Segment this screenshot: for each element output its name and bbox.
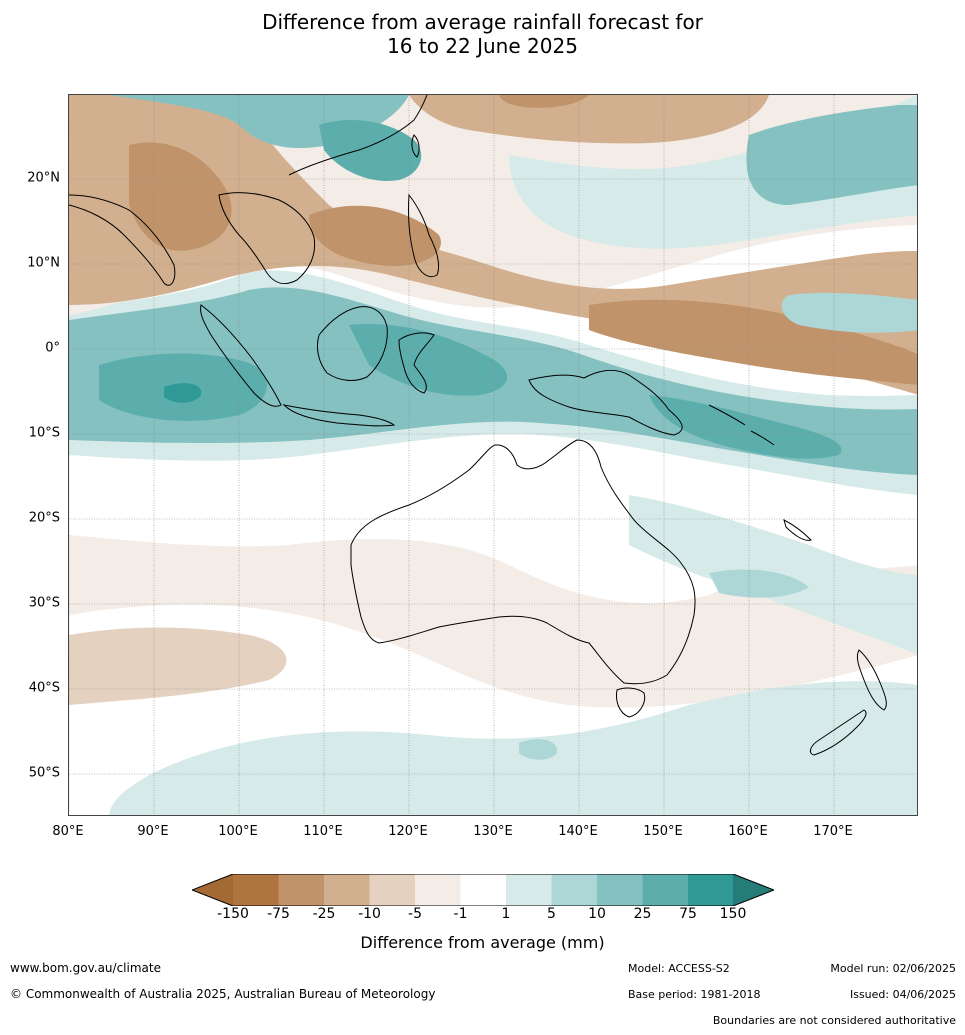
philippines-coastline (407, 193, 440, 278)
legend-colorbar (192, 874, 774, 906)
india-coastline (69, 194, 176, 286)
lon-label-170e: 170°E (813, 824, 853, 839)
new-zealand-north-coastline (856, 649, 887, 711)
colorbar-low-arrow (192, 874, 233, 906)
lat-label-0: 0° (45, 340, 60, 356)
lon-label-80e: 80°E (52, 824, 84, 839)
east-teal-blob (781, 292, 917, 333)
borneo-coastline (316, 306, 388, 381)
equatorial-teal-core (164, 383, 202, 403)
colorbar-label-9: 10 (588, 906, 606, 922)
lon-label-160e: 160°E (728, 824, 768, 839)
footer-model: Model: ACCESS-S2 (628, 962, 730, 975)
footer-model-run: Model run: 02/06/2025 (830, 962, 956, 975)
colorbar-label-6: -1 (453, 906, 468, 922)
east-teal-patch (709, 569, 809, 598)
java-coastline (282, 404, 396, 427)
lon-label-110e: 110°E (303, 824, 343, 839)
colorbar-swatch-3 (324, 874, 370, 906)
footer-website-link[interactable]: www.bom.gov.au/climate (10, 961, 161, 975)
lat-label-40s: 40°S (28, 680, 60, 696)
southern-teal-patch (519, 739, 558, 760)
colorbar-label-3: -25 (312, 906, 336, 922)
colorbar-swatch-9 (597, 874, 643, 906)
colorbar-label-1: -150 (217, 906, 249, 922)
sumatra-coastline (200, 304, 282, 407)
lon-label-100e: 100°E (218, 824, 258, 839)
equatorial-teal-dark-3 (649, 395, 842, 459)
colorbar-swatch-10 (642, 874, 688, 906)
colorbar-high-arrow (733, 874, 774, 906)
southern-brown-band (69, 535, 917, 708)
colorbar-label-2: -75 (267, 906, 290, 922)
lon-label-150e: 150°E (643, 824, 683, 839)
lon-label-120e: 120°E (388, 824, 428, 839)
colorbar-title: Difference from average (mm) (360, 933, 605, 952)
title-line-1: Difference from average rainfall forecas… (262, 10, 703, 34)
indochina-coastline (218, 192, 316, 284)
equatorial-teal-dark-2 (349, 324, 508, 396)
rainfall-anomaly-map (68, 94, 918, 816)
north-teal-area-3 (319, 120, 422, 181)
map-svg (69, 95, 917, 815)
north-brown-band-dark (129, 142, 232, 251)
footer-base-period: Base period: 1981-2018 (628, 988, 761, 1001)
tasmania-coastline (616, 687, 646, 718)
north-brown-top-dark (499, 95, 589, 108)
lon-label-130e: 130°E (473, 824, 513, 839)
southern-brown-patch-1 (69, 627, 287, 705)
sulawesi-coastline (398, 332, 435, 394)
north-teal-area-dark (746, 105, 917, 205)
new-zealand-south-coastline (809, 709, 867, 756)
colorbar-swatch-1 (233, 874, 279, 906)
lat-label-20s: 20°S (28, 510, 60, 526)
taiwan-coastline (411, 134, 420, 158)
coastlines (69, 95, 887, 756)
colorbar-swatch-8 (551, 874, 597, 906)
colorbar-swatch-6 (460, 874, 506, 906)
north-brown-band-dark-3 (589, 299, 917, 385)
graticule (69, 95, 917, 815)
australia-coastline (350, 439, 696, 685)
colorbar-label-7: 1 (501, 906, 511, 922)
lat-label-50s: 50°S (28, 765, 60, 781)
colorbar-label-10: 25 (633, 906, 652, 922)
colorbar-label-8: 5 (547, 906, 556, 922)
colorbar-swatch-11 (688, 874, 733, 906)
colorbar-label-11: 75 (679, 906, 697, 922)
new-guinea-coastline (528, 369, 683, 436)
colorbar-swatch-5 (415, 874, 461, 906)
new-caledonia-coastline (783, 519, 812, 541)
footer-copyright: © Commonwealth of Australia 2025, Austra… (10, 987, 436, 1001)
colorbar-swatch-4 (369, 874, 415, 906)
colorbar-swatch-7 (506, 874, 552, 906)
lon-label-90e: 90°E (137, 824, 169, 839)
north-brown-band-dark-2 (309, 205, 441, 266)
lon-label-140e: 140°E (558, 824, 598, 839)
footer-issued: Issued: 04/06/2025 (849, 988, 956, 1001)
lat-label-10n: 10°N (27, 255, 60, 271)
north-brown-band-top (409, 95, 769, 144)
colorbar-swatch-2 (278, 874, 324, 906)
lat-label-10s: 10°S (28, 425, 60, 441)
colorbar-label-4: -10 (358, 906, 381, 922)
china-coastline (288, 95, 428, 176)
map-title: Difference from average rainfall forecas… (0, 10, 965, 58)
colorbar-label-5: -5 (408, 906, 422, 922)
solomon-islands-coastline (708, 404, 775, 446)
title-line-2: 16 to 22 June 2025 (387, 34, 578, 58)
colorbar-label-12: 150 (719, 906, 747, 922)
lat-label-30s: 30°S (28, 595, 60, 611)
southern-teal-band (109, 681, 917, 815)
footer-boundaries-note: Boundaries are not considered authoritat… (712, 1014, 956, 1027)
lat-label-20n: 20°N (27, 170, 60, 186)
